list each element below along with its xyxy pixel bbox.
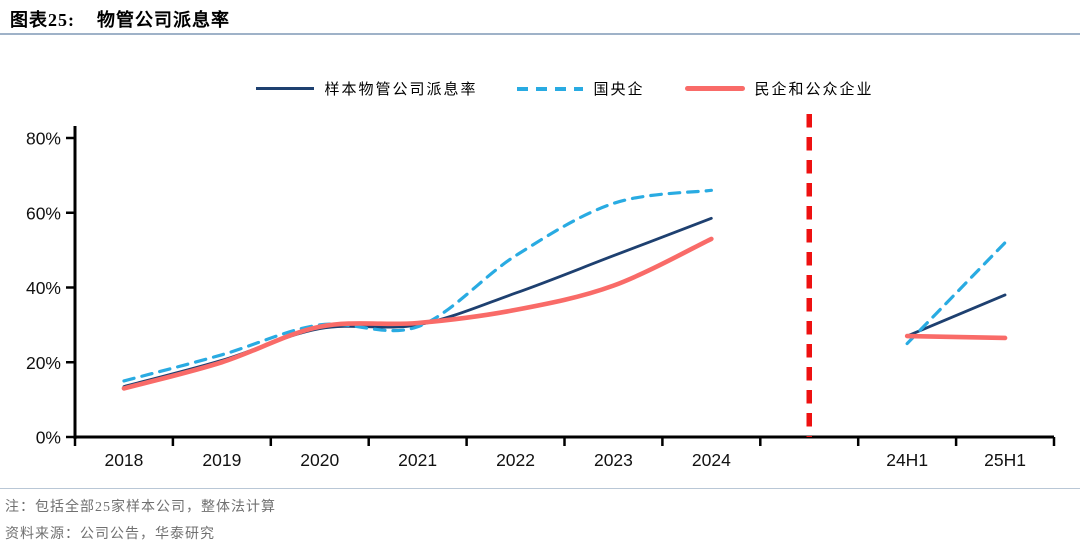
chart-region: 0% 20% 40% 60% 80% 2018 2019 2020 2021 2022 2023 20… [0,36,1080,488]
y-axis-label: 40% [26,278,61,298]
series-line-1 [122,188,713,383]
figure-title-text: 物管公司派息率 [97,10,230,30]
source-text: 资料来源：公司公告，华泰研究 [5,527,215,542]
legend-label: 民企和公众企业 [754,82,874,98]
y-axis-label: 20% [26,353,61,373]
x-axis-label: 2022 [496,450,535,470]
chart-svg: 0% 20% 40% 60% 80% 2018 2019 2020 2021 2022 2023 20… [26,114,1056,470]
y-axis-label: 0% [36,428,61,448]
legend-label: 样本物管公司派息率 [324,82,478,98]
legend-item-private: 民企和公众企业 [684,78,874,99]
series-line-0 [905,293,1007,338]
x-axis-label: 2019 [202,450,241,470]
figure-notes: 注：包括全部25家样本公司，整体法计算 资料来源：公司公告，华泰研究 [0,488,1080,543]
x-axis-label: 2023 [594,450,633,470]
legend-line-solid-red-icon [684,86,745,91]
series-line-1 [905,241,1007,346]
legend-item-sample: 样本物管公司派息率 [256,78,477,99]
x-axis-label: 25H1 [984,450,1026,470]
series-line-2 [904,333,1008,341]
x-axis-label: 24H1 [886,450,928,470]
title-divider [0,33,1080,35]
series-line-2 [121,236,714,391]
y-axis-label: 60% [26,203,61,223]
x-axis-label: 2024 [692,450,731,470]
legend-item-soe: 国央企 [517,78,644,99]
chart-legend: 样本物管公司派息率 国央企 民企和公众企业 [75,78,1055,99]
figure-label: 图表25: [10,10,75,30]
y-axis-label: 80% [26,129,61,149]
figure-title: 图表25: 物管公司派息率 [10,6,230,32]
series-line-0 [122,216,713,388]
x-axis-label: 2018 [104,450,143,470]
legend-line-dashed-blue-icon [517,86,584,91]
note-text: 注：包括全部25家样本公司，整体法计算 [5,500,276,515]
x-axis-label: 2020 [300,450,339,470]
legend-label: 国央企 [593,82,645,98]
x-axis-label: 2021 [398,450,437,470]
legend-line-solid-navy-icon [256,87,315,90]
